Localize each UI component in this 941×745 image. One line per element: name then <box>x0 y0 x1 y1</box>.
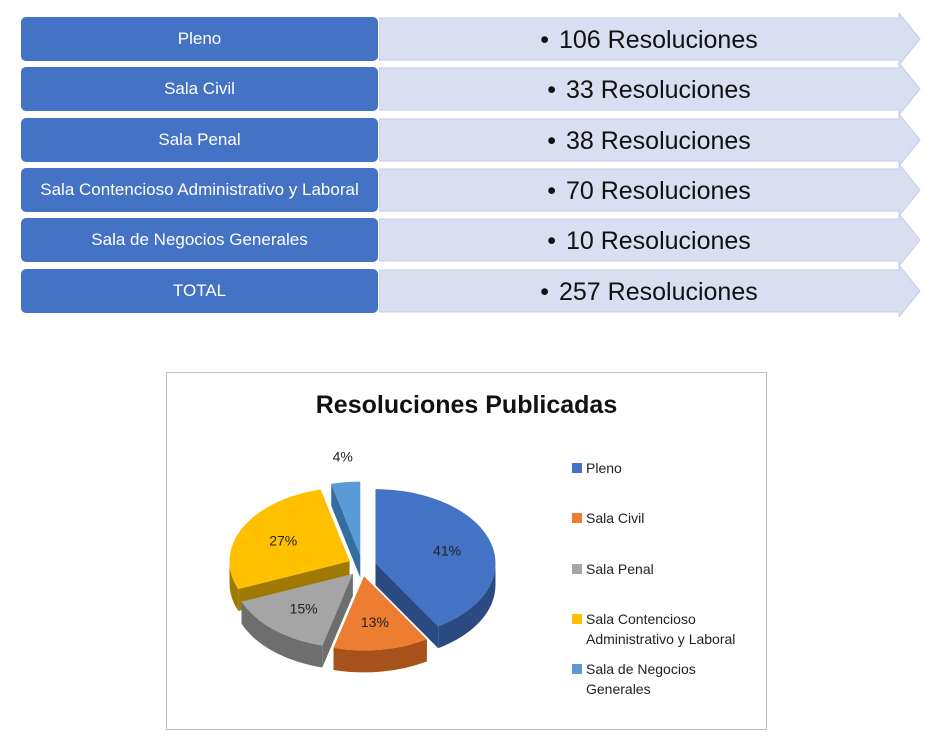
legend-label-line2: Generales <box>586 681 651 697</box>
legend-item: Sala Contencioso Administrativo y Laboral <box>572 609 762 649</box>
pie-slice-label: 15% <box>290 600 318 616</box>
legend-swatch <box>572 664 582 674</box>
bullet-glyph: • <box>540 25 549 54</box>
legend-label-line2: Administrativo y Laboral <box>586 631 736 647</box>
pie-slice-cut <box>331 483 361 578</box>
legend-label: Sala Penal <box>586 561 654 577</box>
pie-chart: 41% 13% 15% 27% 4% <box>229 448 496 673</box>
pie-slice-label: 27% <box>269 532 297 548</box>
arrow-shape <box>379 114 921 166</box>
bullet-glyph: • <box>547 75 556 104</box>
arrow-shape <box>379 13 921 65</box>
row-label: Sala Penal <box>21 118 378 162</box>
row-value-text: 38 Resoluciones <box>565 126 751 155</box>
pie-slice-cut <box>322 573 353 668</box>
row-value-text: 257 Resoluciones <box>559 277 758 306</box>
pie-slice-side <box>229 561 239 612</box>
pie-slice-cut <box>375 563 439 649</box>
row-value: • 257 Resoluciones <box>379 269 919 315</box>
summary-row-sala-penal: Sala Penal • 38 Resoluciones <box>21 114 921 166</box>
row-value: • 38 Resoluciones <box>379 118 919 164</box>
pie-slice-3 <box>229 489 350 590</box>
legend-swatch <box>572 614 582 624</box>
legend-label: Sala de Negocios <box>586 661 696 677</box>
row-value-text: 70 Resoluciones <box>565 176 751 205</box>
pie-slice-4 <box>331 481 361 556</box>
legend-item: Sala Penal <box>572 559 762 579</box>
row-value-text: 10 Resoluciones <box>565 226 751 255</box>
bullet-glyph: • <box>547 226 556 255</box>
legend-label: Sala Civil <box>586 510 645 526</box>
pie-slice-1 <box>333 576 427 651</box>
summary-row-total: TOTAL • 257 Resoluciones <box>21 265 921 317</box>
row-label: Sala Contencioso Administrativo y Labora… <box>21 168 378 212</box>
arrow-shape <box>379 164 921 216</box>
pie-slice-side <box>241 601 323 668</box>
legend-item: Pleno <box>572 458 762 478</box>
row-label: Sala Civil <box>21 67 378 111</box>
pie-slice-2 <box>241 573 353 646</box>
row-value: • 33 Resoluciones <box>379 67 919 113</box>
legend-swatch <box>572 513 582 523</box>
arrow-shape <box>379 214 921 266</box>
legend-swatch <box>572 564 582 574</box>
legend-label: Sala Contencioso <box>586 611 696 627</box>
pie-slice-side <box>333 639 427 673</box>
bullet-glyph: • <box>547 126 556 155</box>
row-value: • 106 Resoluciones <box>379 17 919 63</box>
summary-table: Pleno • 106 Resoluciones Sala Civil • 33… <box>0 0 941 330</box>
row-label: Sala de Negocios Generales <box>21 218 378 262</box>
row-value: • 10 Resoluciones <box>379 218 919 264</box>
summary-row-sala-civil: Sala Civil • 33 Resoluciones <box>21 63 921 115</box>
bullet-glyph: • <box>540 277 549 306</box>
summary-row-pleno: Pleno • 106 Resoluciones <box>21 13 921 65</box>
pie-slice-label: 41% <box>433 543 461 559</box>
chart-frame: Resoluciones Publicadas 41% 13% 15% 27% 4% P… <box>166 372 767 730</box>
pie-slice-0 <box>375 489 496 627</box>
pie-slice-label: 4% <box>333 448 353 464</box>
row-label: Pleno <box>21 17 378 61</box>
bullet-glyph: • <box>547 176 556 205</box>
pie-slice-side <box>438 563 496 649</box>
chart-title: Resoluciones Publicadas <box>315 391 618 419</box>
summary-row-sala-contencioso: Sala Contencioso Administrativo y Labora… <box>21 164 921 216</box>
pie-slice-label: 13% <box>361 614 389 630</box>
legend-item: Sala Civil <box>572 508 762 528</box>
legend-item: Sala de Negocios Generales <box>572 659 762 699</box>
legend-label: Pleno <box>586 460 622 476</box>
arrow-shape <box>379 265 921 317</box>
row-value-text: 106 Resoluciones <box>559 25 758 54</box>
row-value-text: 33 Resoluciones <box>565 75 751 104</box>
legend-swatch <box>572 463 582 473</box>
summary-row-sala-negocios: Sala de Negocios Generales • 10 Resoluci… <box>21 214 921 266</box>
row-label: TOTAL <box>21 269 378 313</box>
row-value: • 70 Resoluciones <box>379 168 919 214</box>
arrow-shape <box>379 63 921 115</box>
